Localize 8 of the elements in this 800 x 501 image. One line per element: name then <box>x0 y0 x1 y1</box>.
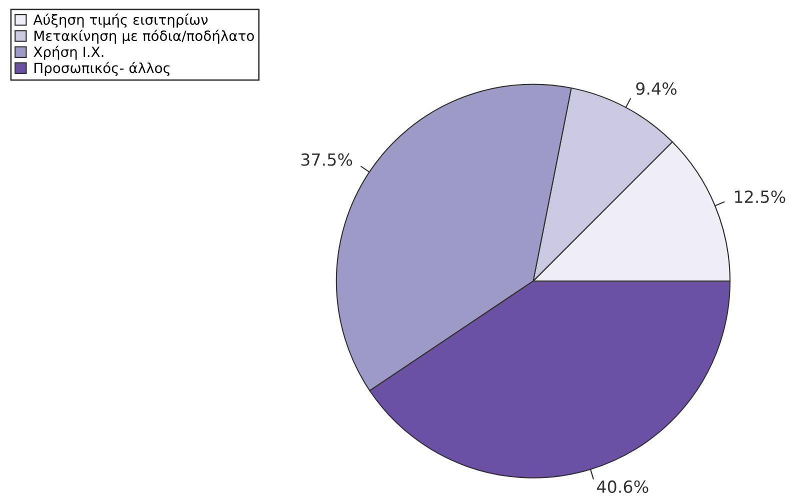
legend-label: Μετακίνηση με πόδια/ποδήλατο <box>34 30 254 44</box>
data-label: 12.5% <box>735 190 786 204</box>
legend-label: Αύξηση τιμής εισιτηρίων <box>33 14 208 28</box>
legend-label: Προσωπικός- άλλος <box>34 62 170 76</box>
data-label: 37.5% <box>301 153 352 166</box>
data-label: 40.6% <box>597 480 648 493</box>
data-label: 9.4% <box>636 82 677 95</box>
legend-label: Χρήση Ι.Χ. <box>34 46 104 60</box>
